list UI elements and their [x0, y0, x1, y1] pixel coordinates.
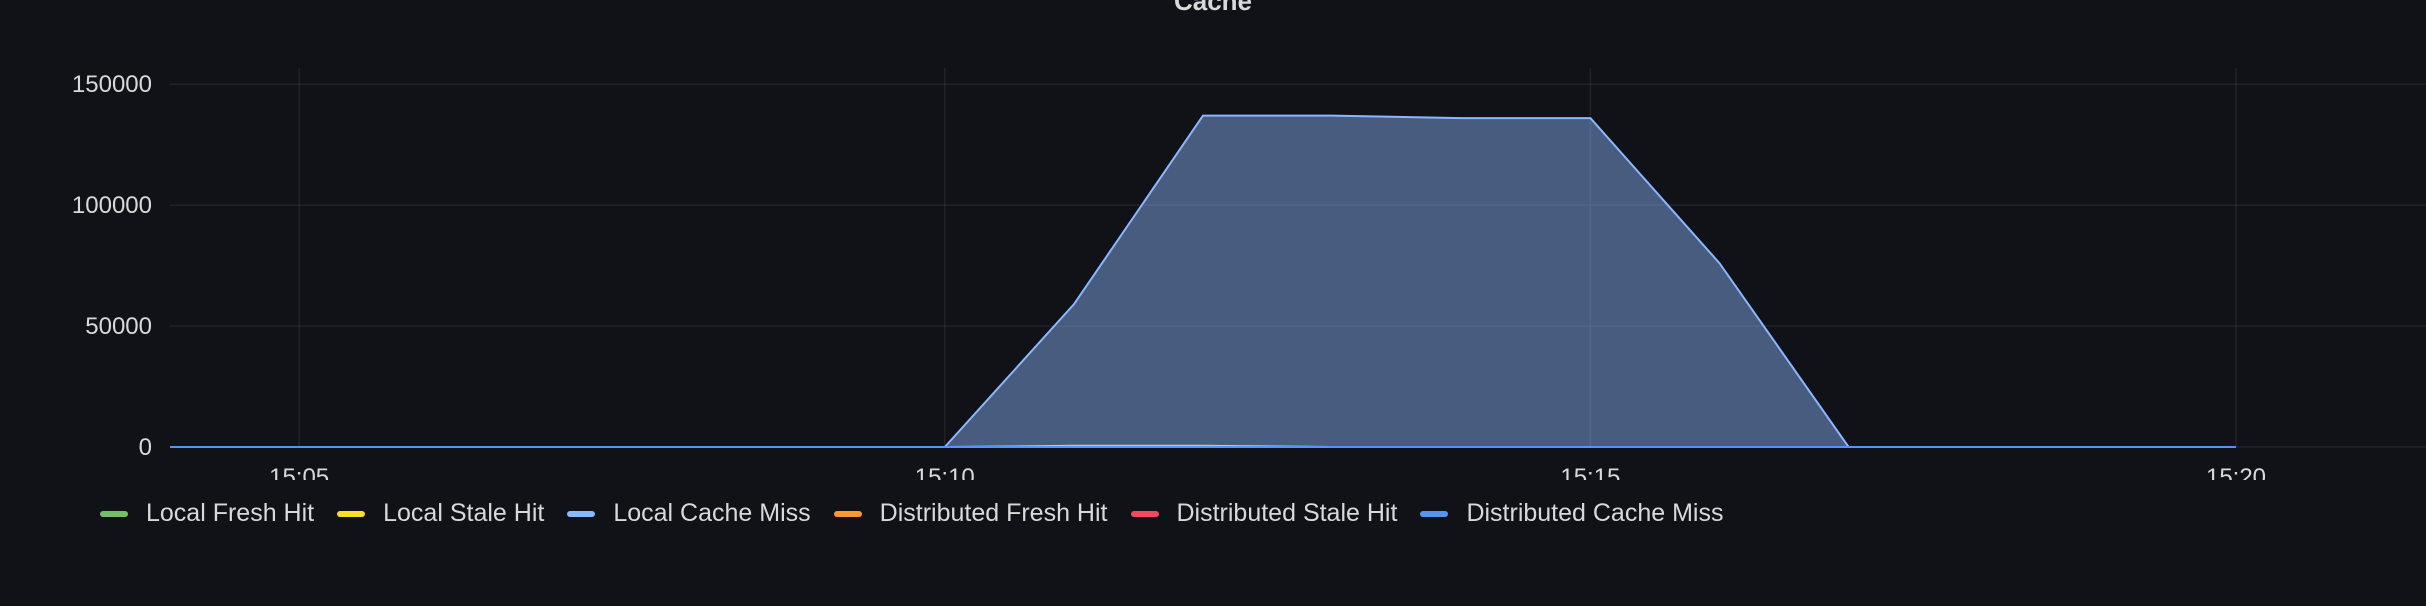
legend-item-local-fresh-hit[interactable]: Local Fresh Hit	[100, 499, 314, 528]
legend-label: Local Cache Miss	[613, 499, 811, 527]
legend-swatch	[567, 510, 596, 517]
chart-title: Cache	[1173, 0, 1253, 16]
legend-label: Distributed Fresh Hit	[879, 499, 1108, 527]
legend-swatch	[337, 510, 366, 517]
y-axis: 0 50000 100000 150000	[72, 71, 152, 461]
y-tick-label: 150000	[72, 71, 152, 98]
series-layer	[170, 114, 2236, 448]
legend-item-distributed-cache-miss[interactable]: Distributed Cache Miss	[1420, 499, 1723, 528]
y-tick-label: 50000	[85, 313, 152, 340]
legend-swatch	[833, 510, 862, 517]
x-axis: 15:05 15:10 15:15 15:20	[269, 464, 2266, 480]
x-tick-label: 15:20	[2206, 464, 2266, 480]
y-tick-label: 0	[139, 434, 152, 461]
series-area-local-cache-miss	[170, 115, 2236, 447]
legend-label: Local Stale Hit	[383, 499, 545, 527]
legend-label: Local Fresh Hit	[146, 499, 315, 527]
legend-swatch	[100, 510, 128, 517]
x-tick-label: 15:15	[1560, 464, 1620, 480]
area-chart: 0 50000 100000 150000 15:05 15:10 15:15 15:20	[72, 68, 2426, 480]
legend-swatch	[1130, 510, 1159, 517]
legend-item-local-cache-miss[interactable]: Local Cache Miss	[567, 499, 811, 528]
legend-item-distributed-fresh-hit[interactable]: Distributed Fresh Hit	[833, 499, 1108, 528]
legend-item-local-stale-hit[interactable]: Local Stale Hit	[337, 499, 544, 528]
legend-label: Distributed Cache Miss	[1466, 499, 1724, 527]
x-tick-label: 15:10	[915, 464, 975, 480]
legend-label: Distributed Stale Hit	[1176, 499, 1398, 527]
legend-item-distributed-stale-hit[interactable]: Distributed Stale Hit	[1130, 499, 1398, 528]
legend-swatch	[1420, 510, 1449, 517]
x-tick-label: 15:05	[269, 464, 329, 480]
y-tick-label: 100000	[72, 192, 152, 219]
legend: Local Fresh Hit Local Stale Hit Local Cach…	[100, 499, 1746, 528]
